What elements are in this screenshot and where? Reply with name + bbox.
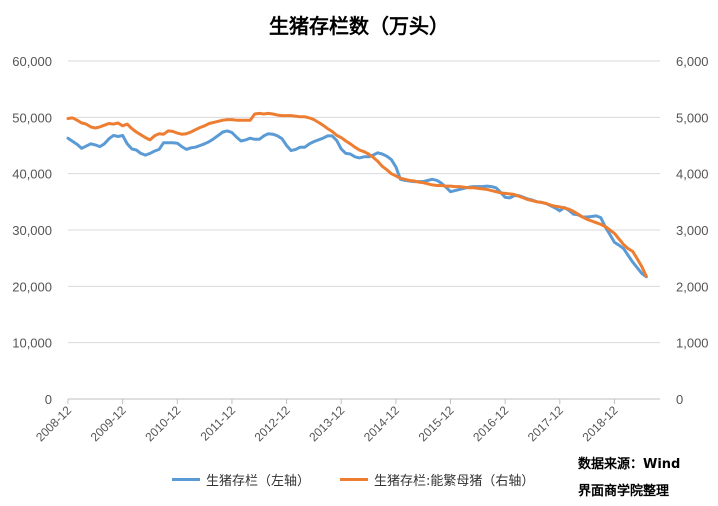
right-y-axis: 0 1,000 2,000 3,000 4,000 5,000 6,000 [676, 54, 709, 407]
y-left-tick-label: 40,000 [12, 167, 52, 182]
legend-item-hog-inventory: 生猪存栏（左轴） [172, 470, 310, 489]
y-left-tick-label: 0 [45, 392, 52, 407]
x-tick-label: 2011-12 [198, 403, 239, 444]
x-axis: 2008-12 2009-12 2010-12 2011-12 2012-12 2013-… [33, 399, 621, 444]
x-tick-label: 2009-12 [88, 403, 129, 444]
y-right-tick-label: 3,000 [676, 223, 709, 238]
x-tick-label: 2012-12 [252, 403, 293, 444]
legend-swatch-blue [172, 478, 200, 481]
x-tick-label: 2010-12 [142, 403, 183, 444]
legend-label-hog-inventory: 生猪存栏（左轴） [206, 474, 311, 489]
legend-item-breeding-sows: 生猪存栏:能繁母猪（右轴） [340, 470, 534, 489]
y-left-tick-label: 20,000 [12, 279, 52, 294]
credit-note: 界面商学院整理 [578, 484, 670, 499]
y-left-tick-label: 60,000 [12, 54, 52, 69]
x-tick-label: 2016-12 [470, 403, 511, 444]
y-right-tick-label: 1,000 [676, 336, 709, 351]
legend: 生猪存栏（左轴） 生猪存栏:能繁母猪（右轴） [172, 470, 534, 489]
series-line-breeding-sows [66, 111, 648, 278]
y-right-tick-label: 2,000 [676, 279, 709, 294]
y-right-tick-label: 5,000 [676, 110, 709, 125]
y-right-tick-label: 4,000 [676, 167, 709, 182]
x-tick-label: 2017-12 [525, 403, 566, 444]
x-tick-label: 2018-12 [580, 403, 621, 444]
y-right-tick-label: 6,000 [676, 54, 709, 69]
y-left-tick-label: 30,000 [12, 223, 52, 238]
y-left-tick-label: 50,000 [12, 110, 52, 125]
series-lines [66, 111, 648, 279]
x-tick-label: 2015-12 [416, 403, 457, 444]
x-tick-label: 2014-12 [361, 403, 402, 444]
legend-label-breeding-sows: 生猪存栏:能繁母猪（右轴） [374, 474, 535, 489]
data-source: 数据来源：Wind [578, 457, 681, 472]
series-line-hog-inventory [66, 129, 648, 279]
chart-title: 生猪存栏数（万头） [269, 14, 449, 38]
gridlines [68, 60, 660, 400]
y-left-tick-label: 10,000 [12, 336, 52, 351]
legend-swatch-orange [340, 478, 369, 481]
left-y-axis: 0 10,000 20,000 30,000 40,000 50,000 60,000 [12, 54, 52, 407]
x-tick-label: 2013-12 [306, 403, 347, 444]
x-tick-label: 2008-12 [33, 403, 74, 444]
y-right-tick-label: 0 [676, 392, 683, 407]
